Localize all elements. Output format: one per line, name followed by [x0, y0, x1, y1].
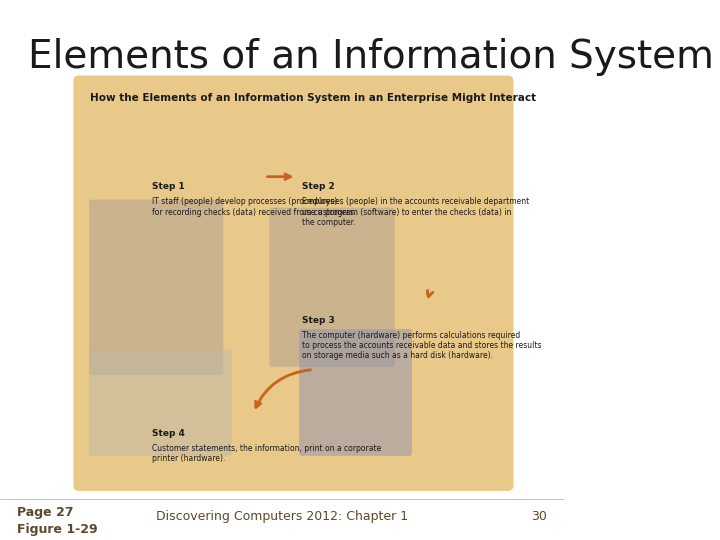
Text: Step 3: Step 3 — [302, 315, 335, 325]
Text: The computer (hardware) performs calculations required
to process the accounts r: The computer (hardware) performs calcula… — [302, 330, 541, 361]
Text: Customer statements, the information, print on a corporate
printer (hardware).: Customer statements, the information, pr… — [152, 444, 381, 463]
Text: Elements of an Information System: Elements of an Information System — [28, 38, 714, 76]
Text: 30: 30 — [531, 510, 547, 523]
Text: IT staff (people) develop processes (procedures)
for recording checks (data) rec: IT staff (people) develop processes (pro… — [152, 197, 356, 217]
Text: How the Elements of an Information System in an Enterprise Might Interact: How the Elements of an Information Syste… — [90, 93, 536, 103]
Text: Step 1: Step 1 — [152, 182, 184, 191]
Text: Figure 1-29: Figure 1-29 — [17, 523, 97, 536]
Text: Step 2: Step 2 — [302, 182, 335, 191]
Text: Employees (people) in the accounts receivable department
use a program (software: Employees (people) in the accounts recei… — [302, 197, 529, 227]
FancyBboxPatch shape — [89, 200, 223, 375]
Text: Page 27: Page 27 — [17, 506, 73, 519]
Text: Discovering Computers 2012: Chapter 1: Discovering Computers 2012: Chapter 1 — [156, 510, 408, 523]
FancyBboxPatch shape — [89, 349, 232, 456]
FancyBboxPatch shape — [73, 76, 513, 491]
Text: Step 4: Step 4 — [152, 429, 185, 438]
FancyBboxPatch shape — [299, 329, 412, 456]
FancyBboxPatch shape — [269, 208, 395, 367]
